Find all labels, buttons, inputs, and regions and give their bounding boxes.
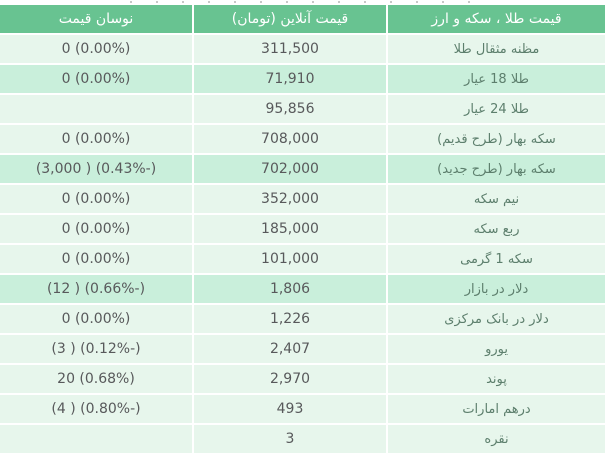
item-label-cell: سکه بهار (طرح جدید) (388, 155, 605, 183)
online-price-cell: 3 (194, 425, 386, 453)
online-price-cell: 101,000 (194, 245, 386, 273)
price-change-cell (0, 95, 192, 123)
column-header-price: قیمت آنلاین (تومان) (194, 5, 386, 33)
price-change-cell: 0 (0.00%) (0, 35, 192, 63)
online-price-cell: 71,910 (194, 65, 386, 93)
online-price-cell: 493 (194, 395, 386, 423)
price-change-cell: 0 (0.00%) (0, 65, 192, 93)
item-label-cell: طلا 18 عیار (388, 65, 605, 93)
online-price-cell: 311,500 (194, 35, 386, 63)
item-label-cell: نیم سکه (388, 185, 605, 213)
price-change-cell (0, 425, 192, 453)
item-label-cell: پوند (388, 365, 605, 393)
item-label-cell: دلار در بانک مرکزی (388, 305, 605, 333)
price-change-cell: 0 (0.00%) (0, 245, 192, 273)
online-price-cell: 2,970 (194, 365, 386, 393)
item-label-cell: یورو (388, 335, 605, 363)
price-change-cell: (3,000 ) (0.43%-) (0, 155, 192, 183)
price-change-cell: (3 ) (0.12%-) (0, 335, 192, 363)
price-change-cell: 20 (0.68%) (0, 365, 192, 393)
price-change-cell: 0 (0.00%) (0, 215, 192, 243)
item-label-cell: درهم امارات (388, 395, 605, 423)
item-label-cell: طلا 24 عیار (388, 95, 605, 123)
online-price-cell: 352,000 (194, 185, 386, 213)
column-header-item: قیمت طلا ، سکه و ارز (388, 5, 605, 33)
item-label-cell: نقره (388, 425, 605, 453)
clipped-text-remnant (130, 0, 480, 4)
online-price-cell: 2,407 (194, 335, 386, 363)
price-change-cell: (12 ) (0.66%-) (0, 275, 192, 303)
price-change-cell: 0 (0.00%) (0, 185, 192, 213)
online-price-cell: 185,000 (194, 215, 386, 243)
item-label-cell: مظنه مثقال طلا (388, 35, 605, 63)
online-price-cell: 708,000 (194, 125, 386, 153)
online-price-cell: 1,226 (194, 305, 386, 333)
online-price-cell: 1,806 (194, 275, 386, 303)
price-change-cell: 0 (0.00%) (0, 305, 192, 333)
price-change-cell: 0 (0.00%) (0, 125, 192, 153)
price-change-cell: (4 ) (0.80%-) (0, 395, 192, 423)
online-price-cell: 95,856 (194, 95, 386, 123)
online-price-cell: 702,000 (194, 155, 386, 183)
column-header-change: نوسان قیمت (0, 5, 192, 33)
gold-currency-price-table: نوسان قیمت قیمت آنلاین (تومان) قیمت طلا … (0, 5, 605, 453)
item-label-cell: دلار در بازار (388, 275, 605, 303)
item-label-cell: سکه بهار (طرح قدیم) (388, 125, 605, 153)
item-label-cell: ربع سکه (388, 215, 605, 243)
item-label-cell: سکه 1 گرمی (388, 245, 605, 273)
